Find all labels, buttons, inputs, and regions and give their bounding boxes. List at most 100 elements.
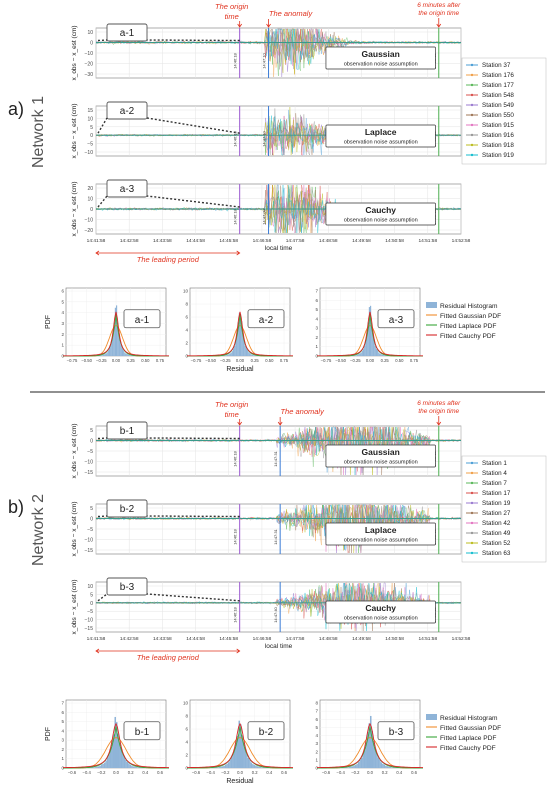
histogram-bar xyxy=(242,335,244,356)
y-tick-label: 4 xyxy=(185,328,188,333)
histogram-bar xyxy=(373,338,375,356)
annotation-origin: time xyxy=(225,12,239,21)
legend-marker xyxy=(470,551,474,555)
histogram-bar xyxy=(118,333,120,356)
pdf-axis-label: PDF xyxy=(45,727,52,741)
histogram-bar xyxy=(368,723,370,768)
histogram-bar xyxy=(241,321,243,356)
model-name: Cauchy xyxy=(365,205,396,215)
y-tick-label: 7 xyxy=(315,709,318,714)
histogram-b-1: 7 6 5 4 3 2 1 0 −0.6 −0.4 −0.2 0.0 0.2 0.4 0.6 b-1 xyxy=(61,699,170,775)
histogram-bar xyxy=(112,734,115,768)
cauchy-curve xyxy=(187,722,293,769)
x-tick-label: 14:50:58 xyxy=(385,238,404,244)
histogram-bar xyxy=(245,348,248,356)
histogram-bar xyxy=(137,767,139,768)
legend-marker xyxy=(470,113,474,117)
x-tick-label: 14:48:58 xyxy=(319,238,338,244)
histogram-bar xyxy=(116,722,118,768)
legend-entry: Station 915 xyxy=(482,122,514,129)
histogram-bar xyxy=(220,766,222,768)
x-tick-label: −0.2 xyxy=(351,770,360,775)
x-tick-label: 14:42:58 xyxy=(120,636,139,642)
histogram-bar xyxy=(370,715,372,768)
x-tick-label: 0.75 xyxy=(410,358,419,363)
cauchy-curve xyxy=(187,311,293,357)
legend-entry: Station 52 xyxy=(482,540,511,547)
y-tick-label: −20 xyxy=(85,228,94,234)
model-name: Gaussian xyxy=(362,447,400,457)
model-subtitle: observation noise assumption xyxy=(344,616,418,622)
x-tick-label: 14:42:58 xyxy=(120,238,139,244)
y-tick-label: 5 xyxy=(315,725,318,730)
legend-entry: Fitted Laplace PDF xyxy=(440,735,496,742)
x-tick-label: −0.4 xyxy=(207,770,216,775)
histogram-bar xyxy=(379,353,381,356)
y-tick-label: 5 xyxy=(90,428,93,434)
histogram-bar xyxy=(121,348,124,356)
legend-entry: Residual Histogram xyxy=(440,303,498,310)
histogram-bar xyxy=(227,762,230,768)
timeseries-a-1: 100−10−20−3014:46:1814:47:1014:52:18Gaus… xyxy=(85,23,462,79)
x-tick-label: 0.00 xyxy=(366,358,375,363)
histogram-bar xyxy=(373,740,375,768)
histogram-bar xyxy=(389,766,392,768)
annotation-anomaly: The anomaly xyxy=(280,407,325,416)
legend-entry: Station 916 xyxy=(482,132,514,139)
histogram-bar xyxy=(217,767,219,768)
histogram-bar xyxy=(240,314,242,356)
legend-marker xyxy=(470,123,474,127)
x-tick-label: 0.25 xyxy=(381,358,390,363)
model-subtitle: observation noise assumption xyxy=(344,140,418,146)
y-tick-label: −5 xyxy=(87,609,93,615)
histogram-bar xyxy=(377,350,379,356)
y-tick-label: 1 xyxy=(315,757,318,762)
histogram-bar xyxy=(226,763,228,768)
x-tick-label: 14:52:58 xyxy=(452,636,471,642)
histogram-bar xyxy=(102,763,104,768)
legend-entry: Station 918 xyxy=(482,142,514,149)
histogram-bar xyxy=(127,354,129,356)
dashed-leader xyxy=(146,593,240,602)
histogram-bar xyxy=(231,351,233,356)
histogram-a-3: 7 6 5 4 3 2 1 0−0.75 −0.50 −0.25 0.00 0.25 0.50 0.75 a… xyxy=(315,287,423,363)
y-tick-label: 6 xyxy=(61,289,64,294)
annotation-six-min: the origin time xyxy=(418,10,459,17)
x-tick-label: 14:51:58 xyxy=(418,636,437,642)
annotation-six-min: 6 minutes after xyxy=(417,2,461,9)
histogram-bar xyxy=(371,730,374,768)
y-tick-label: −10 xyxy=(85,460,94,466)
histogram-bar xyxy=(385,765,387,768)
y-tick-label: 4 xyxy=(315,316,318,321)
histogram-bar xyxy=(96,766,98,768)
dashed-leader xyxy=(146,195,240,208)
y-tick-label: −5 xyxy=(87,142,93,148)
histogram-bar xyxy=(248,352,250,356)
histogram-bar xyxy=(225,355,228,356)
model-name: Laplace xyxy=(365,127,397,137)
arrow-icon xyxy=(277,417,283,426)
dashed-leader xyxy=(97,39,108,42)
histogram-bar xyxy=(103,762,106,768)
y-tick-label: 0 xyxy=(315,354,318,359)
histogram-bar xyxy=(100,355,102,356)
histogram-bar xyxy=(359,759,361,768)
y-tick-label: 0 xyxy=(90,207,93,213)
arrow-icon xyxy=(436,18,442,28)
dashed-leader xyxy=(97,515,108,518)
histogram-bar xyxy=(123,350,125,356)
y-axis-label: x_obs − x_est (cm) xyxy=(71,181,78,236)
legend-entry: Station 1 xyxy=(482,460,507,467)
x-tick-label: −0.50 xyxy=(81,358,92,363)
annotation-six-min: the origin time xyxy=(418,408,459,415)
y-tick-label: 6 xyxy=(185,727,188,732)
legend-entry: Residual Histogram xyxy=(440,715,498,722)
histogram-bar xyxy=(131,765,133,768)
model-label-box xyxy=(325,444,436,468)
cauchy-curve xyxy=(317,722,423,769)
arrow-icon xyxy=(436,416,442,426)
legend-entry: Station 7 xyxy=(482,480,507,487)
histogram-bar xyxy=(375,349,378,356)
timeseries-b-1: 50−5−10−1514:46:1814:47:3114:52:18Gaussi… xyxy=(85,421,462,477)
histogram-bar xyxy=(355,355,358,356)
